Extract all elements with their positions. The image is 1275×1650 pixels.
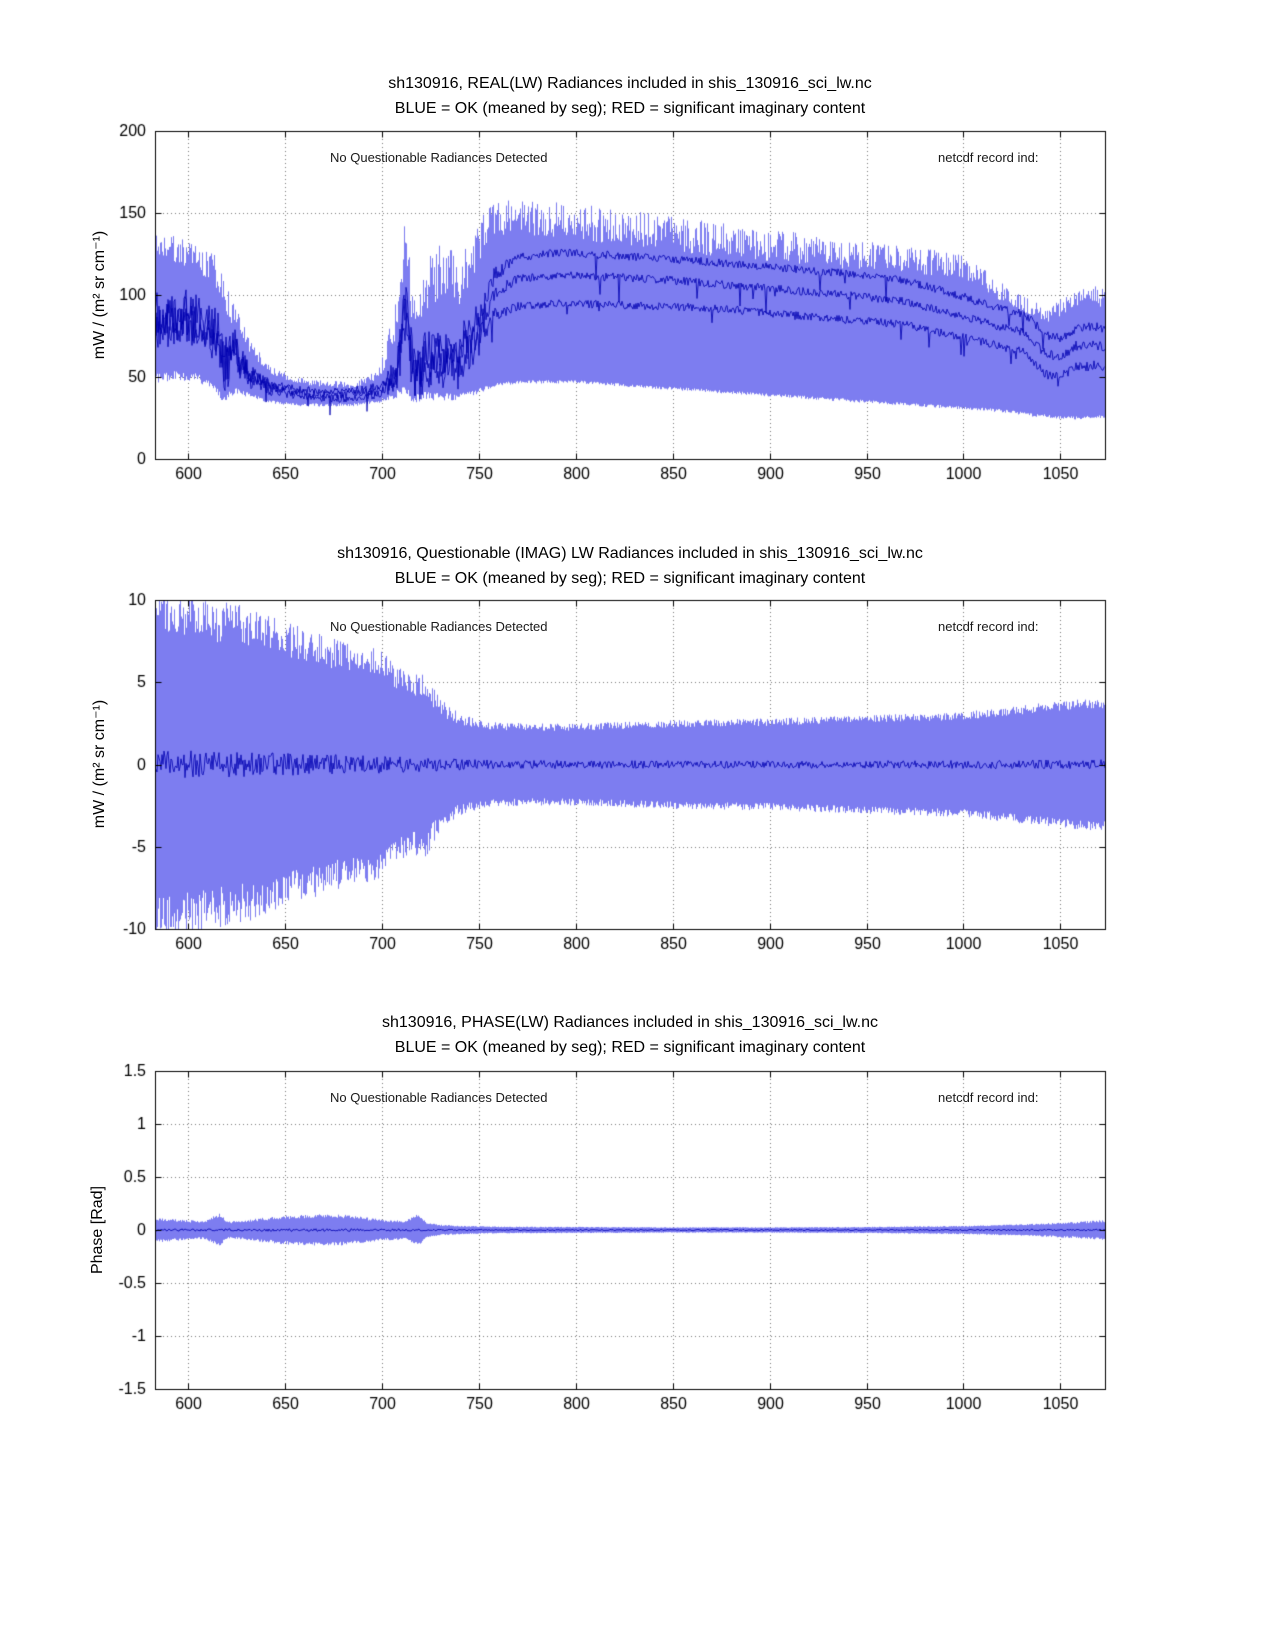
chart-real-subtitle: BLUE = OK (meaned by seg); RED = signifi… [394, 100, 866, 117]
chart-real-annotation-netcdf-record: netcdf record ind: [938, 150, 1039, 165]
chart-real-annotation-no-questionable: No Questionable Radiances Detected [330, 150, 548, 165]
chart-real-ylabel: mW / (m² sr cm⁻¹) [91, 230, 108, 360]
chart-imag-annotation-no-questionable: No Questionable Radiances Detected [330, 619, 548, 634]
chart-phase-annotation-no-questionable: No Questionable Radiances Detected [330, 1090, 548, 1105]
chart-phase-annotation-netcdf-record: netcdf record ind: [938, 1090, 1039, 1105]
chart-imag-title: sh130916, Questionable (IMAG) LW Radianc… [337, 545, 923, 562]
chart-real-title: sh130916, REAL(LW) Radiances included in… [388, 75, 872, 92]
chart-imag-annotation-netcdf-record: netcdf record ind: [938, 619, 1039, 634]
chart-phase-ylabel: Phase [Rad] [89, 1185, 106, 1275]
chart-phase-subtitle: BLUE = OK (meaned by seg); RED = signifi… [394, 1039, 866, 1056]
chart-imag-subtitle: BLUE = OK (meaned by seg); RED = signifi… [394, 570, 866, 587]
chart-phase-title: sh130916, PHASE(LW) Radiances included i… [382, 1014, 878, 1031]
chart-imag-ylabel: mW / (m² sr cm⁻¹) [91, 699, 108, 829]
